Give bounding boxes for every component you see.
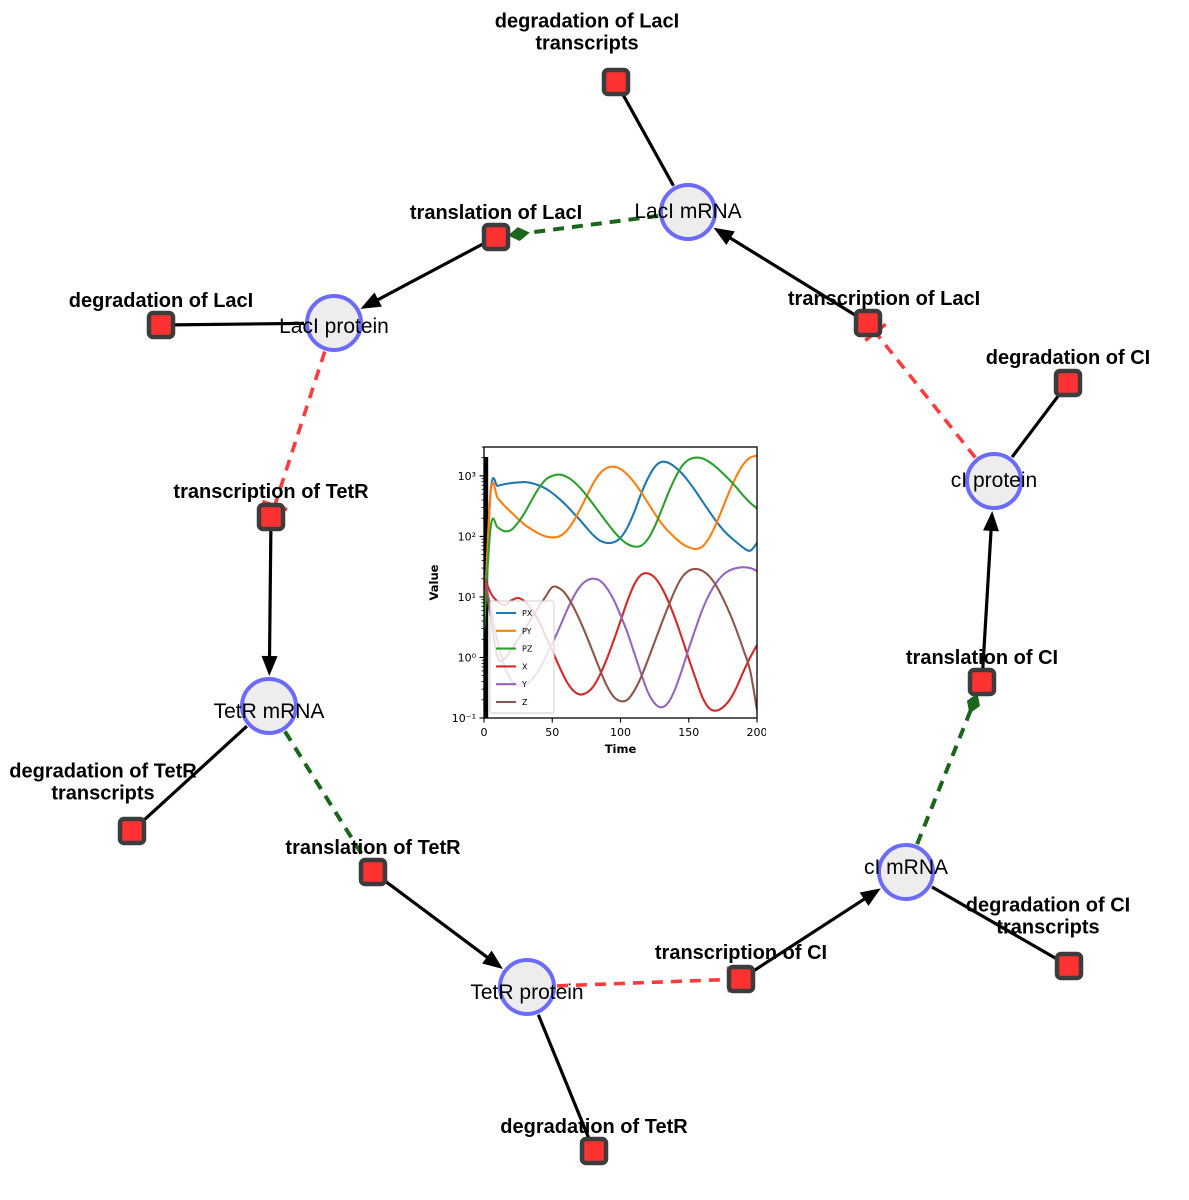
x-tick-label: 150: [678, 726, 699, 739]
reaction-node[interactable]: [256, 502, 286, 532]
series-line-PZ: [484, 456, 757, 630]
species-node[interactable]: [305, 294, 363, 352]
legend-label-PZ: PZ: [522, 645, 533, 654]
timeseries-inset-chart: 10⁻¹ 10⁰ 10¹ 10² 10³ 0 50 100 150 200 Time Value PX P…: [418, 435, 766, 753]
diamond-head: [507, 227, 530, 241]
y-tick-label: 10¹: [458, 591, 476, 604]
edge-substrate: [139, 725, 248, 825]
reaction-node[interactable]: [726, 964, 756, 994]
arrowhead: [482, 950, 503, 970]
edge-product: [261, 528, 278, 677]
x-axis-label: Time: [605, 742, 637, 753]
reaction-node[interactable]: [358, 857, 388, 887]
edge-inhibition: [556, 966, 732, 993]
x-tick-label: 200: [747, 726, 767, 739]
x-tick-label: 100: [610, 726, 631, 739]
reaction-node[interactable]: [853, 308, 883, 338]
legend-label-X: X: [522, 662, 528, 671]
reaction-node[interactable]: [579, 1136, 609, 1166]
edge-substrate: [172, 321, 305, 327]
edge-product: [360, 241, 487, 309]
node-layer: [117, 67, 1084, 1166]
legend-label-PY: PY: [522, 627, 532, 636]
reaction-node[interactable]: [1053, 368, 1083, 398]
reaction-node[interactable]: [601, 67, 631, 97]
species-node[interactable]: [240, 677, 298, 735]
arrowhead: [983, 510, 1000, 532]
legend-label-Y: Y: [521, 680, 527, 689]
species-node[interactable]: [498, 958, 556, 1016]
x-tick-label: 0: [481, 726, 488, 739]
y-tick-label: 10⁻¹: [452, 712, 476, 725]
arrowhead: [360, 292, 382, 309]
edge-activation: [507, 213, 659, 241]
legend-label-Z: Z: [522, 698, 528, 707]
edge-product: [713, 227, 859, 319]
reaction-node[interactable]: [481, 222, 511, 252]
diamond-head: [966, 693, 980, 714]
y-axis-ticks: 10⁻¹ 10⁰ 10¹ 10² 10³: [452, 470, 484, 725]
series-line-PY: [484, 454, 757, 630]
arrowhead: [713, 227, 735, 246]
edge-layer: [139, 91, 1063, 1141]
y-tick-label: 10²: [458, 530, 476, 543]
edge-inhibition: [261, 350, 327, 512]
edge-product: [750, 888, 881, 974]
reaction-node[interactable]: [117, 816, 147, 846]
edge-activation: [283, 730, 369, 863]
edge-substrate: [620, 91, 675, 187]
edge-activation: [915, 693, 980, 845]
arrowhead: [859, 888, 881, 906]
reaction-node[interactable]: [146, 310, 176, 340]
x-axis-ticks: 0 50 100 150 200: [481, 718, 767, 739]
species-node[interactable]: [877, 843, 935, 901]
species-node[interactable]: [965, 452, 1023, 510]
chart-legend: PX PY PZ XYZ: [489, 600, 555, 714]
edge-substrate: [1010, 391, 1063, 459]
species-node[interactable]: [659, 183, 717, 241]
edge-inhibition: [864, 322, 977, 459]
y-axis-label: Value: [427, 564, 441, 600]
x-tick-label: 50: [545, 726, 559, 739]
edge-product: [981, 510, 1000, 671]
reaction-node[interactable]: [1054, 951, 1084, 981]
edge-substrate: [536, 1014, 591, 1141]
reaction-node[interactable]: [967, 667, 997, 697]
edge-substrate: [931, 885, 1060, 962]
legend-label-PX: PX: [522, 609, 533, 618]
y-tick-label: 10⁰: [458, 651, 477, 664]
edge-product: [381, 877, 503, 970]
arrowhead: [261, 655, 278, 677]
y-tick-label: 10³: [458, 470, 476, 483]
axes-frame: [483, 446, 758, 719]
